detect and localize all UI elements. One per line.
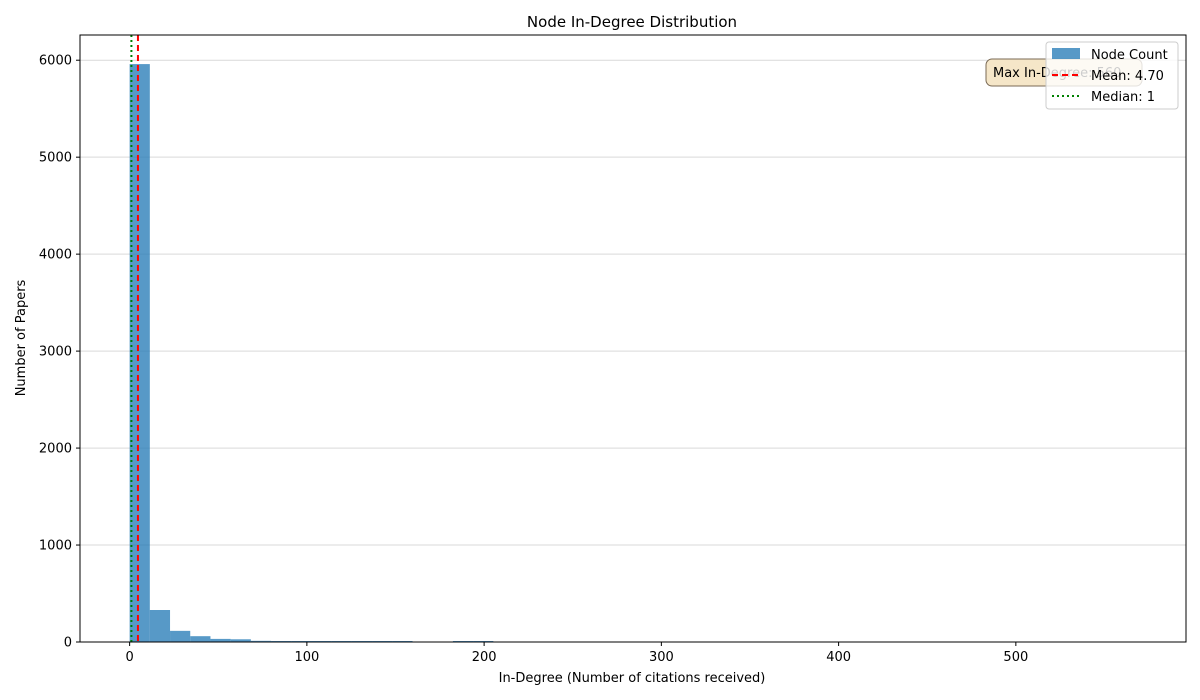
histogram-bar	[230, 639, 251, 642]
y-tick-label: 2000	[39, 442, 72, 457]
x-tick-label: 400	[826, 650, 851, 665]
y-tick-label: 0	[64, 636, 72, 651]
x-tick-label: 500	[1003, 650, 1028, 665]
y-axis-ticks: 0 1000 2000 3000 4000 5000 6000	[39, 54, 80, 651]
legend-label-node-count: Node Count	[1091, 48, 1168, 63]
histogram-bar	[149, 610, 171, 642]
x-tick-label: 300	[649, 650, 674, 665]
reference-lines	[130, 35, 139, 642]
legend-label-median: Median: 1	[1091, 90, 1155, 105]
legend-swatch-node-count	[1052, 48, 1080, 59]
histogram-bar	[250, 640, 272, 642]
histogram-bar	[129, 64, 150, 642]
chart-title: Node In-Degree Distribution	[527, 13, 737, 31]
legend-label-mean: Mean: 4.70	[1091, 69, 1164, 84]
legend: Node Count Mean: 4.70 Median: 1	[1045, 41, 1179, 110]
y-axis-label: Number of Papers	[14, 279, 29, 396]
x-tick-label: 100	[294, 650, 319, 665]
x-axis-ticks: 0 100 200 300 400 500	[125, 642, 1028, 665]
y-tick-label: 1000	[39, 539, 72, 554]
histogram-bar	[210, 638, 231, 642]
x-tick-label: 200	[472, 650, 497, 665]
histogram-bar	[190, 636, 211, 642]
y-tick-label: 3000	[39, 345, 72, 360]
x-tick-label: 0	[125, 650, 133, 665]
y-tick-label: 4000	[39, 248, 72, 263]
gridlines	[80, 59, 1186, 546]
plot-frame	[79, 34, 1187, 643]
y-tick-label: 6000	[39, 54, 72, 69]
bars	[129, 64, 494, 642]
histogram-bar	[170, 630, 191, 642]
y-tick-label: 5000	[39, 151, 72, 166]
x-axis-label: In-Degree (Number of citations received)	[499, 671, 766, 686]
